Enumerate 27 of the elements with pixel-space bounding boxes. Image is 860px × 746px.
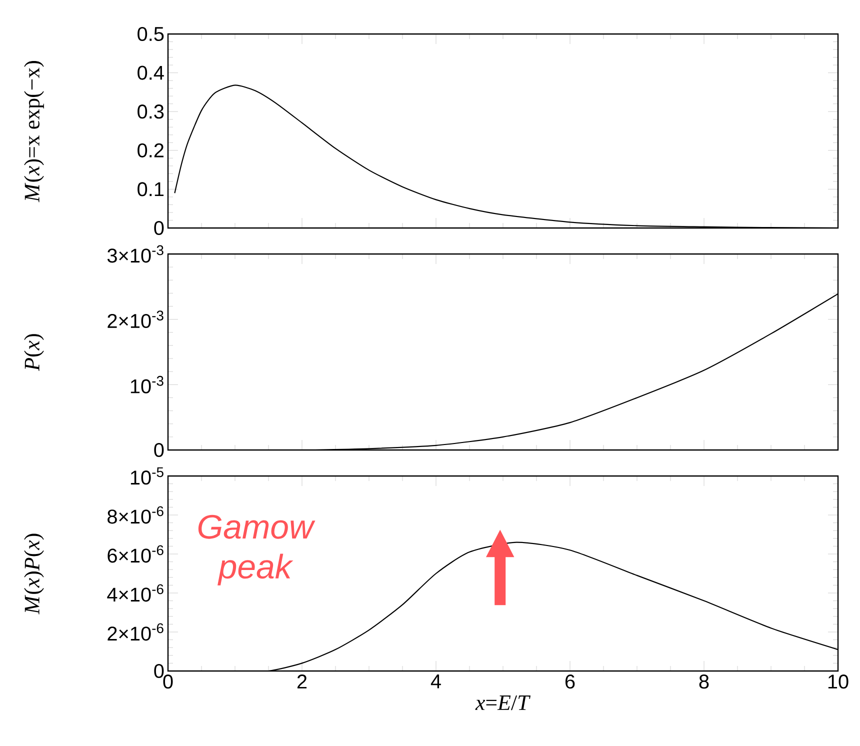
x-tick-label: 10 xyxy=(828,674,848,689)
x-axis-title: x=E/T xyxy=(475,695,531,710)
y-tick-label: 0.5 xyxy=(138,26,164,42)
y-tick-label: 6×10$^{-6}$ xyxy=(108,545,164,563)
y-tick-label: 2×10$^{-3}$ xyxy=(108,310,164,328)
y-tick-label: 4×10$^{-6}$ xyxy=(107,584,164,602)
x-tick-label: 6 xyxy=(565,674,575,689)
y-tick-label: 0 xyxy=(154,442,164,458)
y-axis-title: M(x)P(x) xyxy=(24,534,44,614)
annotation: Gamow peak xyxy=(198,514,316,586)
y-tick-label: 3×10$^{-3}$ xyxy=(107,245,164,263)
y-tick-label: 2×10$^{-6}$ xyxy=(108,623,164,641)
y-tick-label: 10$^{-5}$ xyxy=(130,467,164,485)
y-tick-label: 8×10$^{-6}$ xyxy=(108,506,164,524)
y-tick-label: 0.3 xyxy=(138,104,164,119)
y-tick-label: 10$^{-3}$ xyxy=(130,376,164,394)
y-axis-title: M(x)=x exp(−x) xyxy=(24,60,44,202)
y-tick-label: 0.1 xyxy=(138,182,164,196)
y-tick-label: 0.4 xyxy=(138,66,164,80)
y-axis-title: P(x) xyxy=(24,334,44,371)
x-tick-label: 8 xyxy=(699,674,709,689)
x-tick-label: 4 xyxy=(430,674,441,688)
y-tick-label: 0 xyxy=(154,220,164,236)
x-tick-label: 0 xyxy=(163,674,173,689)
x-tick-label: 2 xyxy=(297,674,307,688)
y-tick-label: 0.2 xyxy=(138,143,164,158)
y-tick-label: 0 xyxy=(154,664,164,678)
